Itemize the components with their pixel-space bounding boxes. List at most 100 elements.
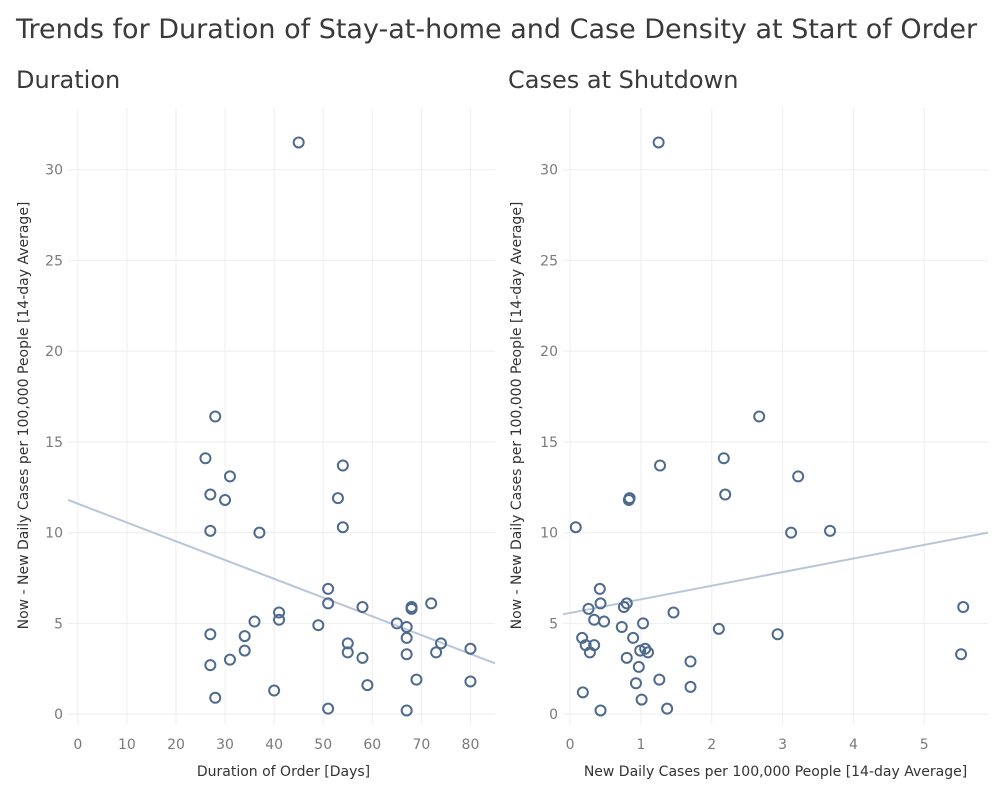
cases-data-point — [661, 702, 674, 715]
duration-panel-title: Duration — [16, 66, 121, 94]
cases-x-tick-label: 3 — [778, 737, 787, 753]
cases-y-tick-label: 10 — [540, 526, 558, 542]
duration-y-tick-label: 0 — [54, 707, 63, 723]
cases-y-tick-label: 25 — [540, 253, 558, 269]
cases-data-point — [652, 136, 665, 149]
cases-data-point — [635, 693, 648, 706]
cases-data-point — [955, 648, 968, 661]
cases-y-tick-label: 0 — [549, 707, 558, 723]
dashboard-title: Trends for Duration of Stay-at-home and … — [16, 14, 978, 45]
cases-data-point — [654, 459, 667, 472]
duration-data-point — [400, 648, 413, 661]
cases-data-point — [824, 524, 837, 537]
cases-y-tick-label: 30 — [540, 163, 558, 179]
cases-data-point — [569, 521, 582, 534]
duration-y-tick-label: 5 — [54, 616, 63, 632]
cases-data-point — [620, 651, 633, 664]
cases-x-tick-label: 4 — [849, 737, 858, 753]
cases-x-tick-label: 0 — [566, 737, 575, 753]
cases-x-tick-label: 1 — [636, 737, 645, 753]
duration-data-point — [292, 136, 305, 149]
duration-data-point — [199, 452, 212, 465]
duration-data-point — [400, 631, 413, 644]
duration-y-tick-label: 20 — [45, 344, 63, 360]
cases-data-point — [957, 601, 970, 614]
duration-y-tick-label: 30 — [45, 163, 63, 179]
duration-x-axis-label: Duration of Order [Days] — [197, 764, 370, 780]
duration-data-point — [435, 637, 448, 650]
cases-y-axis-label: Now - New Daily Cases per 100,000 People… — [509, 202, 525, 630]
duration-data-point — [430, 646, 443, 659]
duration-data-point — [341, 646, 354, 659]
duration-data-point — [209, 410, 222, 423]
duration-x-tick-label: 50 — [314, 737, 332, 753]
cases-data-point — [583, 646, 596, 659]
duration-data-point — [336, 459, 349, 472]
cases-y-tick-label: 15 — [540, 435, 558, 451]
duration-data-point — [322, 582, 335, 595]
duration-x-tick-label: 40 — [265, 737, 283, 753]
cases-data-point — [615, 621, 628, 634]
duration-x-tick-label: 60 — [363, 737, 381, 753]
cases-data-point — [576, 686, 589, 699]
duration-data-point — [273, 606, 286, 619]
cases-x-tick-label: 2 — [707, 737, 716, 753]
duration-data-point — [223, 470, 236, 483]
duration-data-point — [204, 659, 217, 672]
cases-data-point — [629, 677, 642, 690]
duration-y-tick-label: 15 — [45, 435, 63, 451]
cases-x-tick-label: 5 — [920, 737, 929, 753]
cases-y-tick-label: 5 — [549, 616, 558, 632]
cases-data-point — [753, 410, 766, 423]
duration-data-point — [361, 679, 374, 692]
duration-data-point — [209, 691, 222, 704]
cases-data-point — [637, 617, 650, 630]
cases-y-tick-label: 20 — [540, 344, 558, 360]
duration-y-tick-label: 25 — [45, 253, 63, 269]
cases-panel-title: Cases at Shutdown — [508, 66, 739, 94]
duration-x-tick-label: 70 — [412, 737, 430, 753]
duration-data-point — [238, 644, 251, 657]
duration-data-point — [331, 492, 344, 505]
cases-data-point — [593, 582, 606, 595]
duration-data-point — [204, 488, 217, 501]
duration-data-point — [400, 704, 413, 717]
cases-data-point — [717, 452, 730, 465]
duration-data-point — [238, 630, 251, 643]
cases-data-point — [622, 493, 635, 506]
duration-x-tick-label: 30 — [216, 737, 234, 753]
duration-x-tick-label: 80 — [462, 737, 480, 753]
duration-data-point — [322, 597, 335, 610]
cases-data-point — [712, 622, 725, 635]
duration-data-point — [219, 493, 232, 506]
cases-trend-line — [562, 531, 989, 616]
cases-data-point — [719, 488, 732, 501]
duration-data-point — [204, 628, 217, 641]
duration-data-point — [405, 602, 418, 615]
duration-data-point — [204, 524, 217, 537]
duration-data-point — [273, 613, 286, 626]
duration-y-axis-label: Now - New Daily Cases per 100,000 People… — [16, 202, 32, 630]
duration-x-tick-label: 20 — [167, 737, 185, 753]
duration-data-point — [356, 601, 369, 614]
cases-data-point — [792, 470, 805, 483]
duration-x-tick-label: 10 — [118, 737, 136, 753]
duration-data-point — [322, 702, 335, 715]
cases-data-point — [598, 615, 611, 628]
cases-data-point — [684, 655, 697, 668]
duration-data-point — [223, 653, 236, 666]
duration-data-point — [410, 673, 423, 686]
cases-data-point — [771, 628, 784, 641]
duration-data-point — [336, 521, 349, 534]
duration-data-point — [268, 684, 281, 697]
cases-data-point — [653, 673, 666, 686]
cases-data-point — [684, 680, 697, 693]
duration-data-point — [464, 675, 477, 688]
duration-data-point — [425, 597, 438, 610]
cases-data-point — [582, 602, 595, 615]
cases-data-point — [617, 601, 630, 614]
duration-trend-line — [67, 499, 496, 665]
duration-data-point — [356, 651, 369, 664]
duration-data-point — [390, 617, 403, 630]
